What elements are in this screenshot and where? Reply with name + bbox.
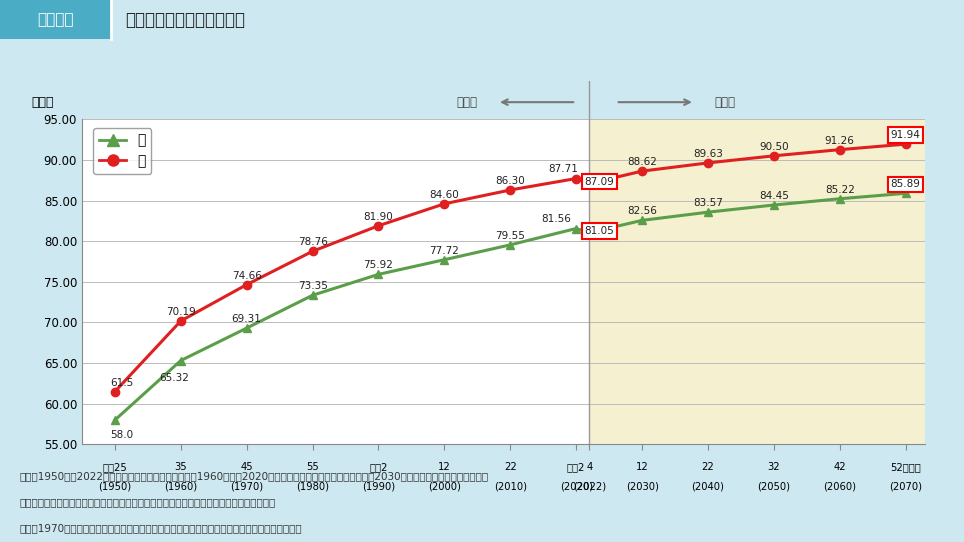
Text: (2010): (2010)	[494, 482, 526, 492]
Text: 61.5: 61.5	[110, 378, 133, 388]
Text: (1980): (1980)	[296, 482, 329, 492]
Text: 32: 32	[767, 462, 780, 472]
Text: 平均寿命の推移と将来推計: 平均寿命の推移と将来推計	[125, 10, 245, 29]
Text: 73.35: 73.35	[298, 281, 328, 291]
Text: 問題研究所「日本の将来推計人口（令和５年推計）」の死亡中位仮定による推計結果: 問題研究所「日本の将来推計人口（令和５年推計）」の死亡中位仮定による推計結果	[19, 497, 276, 507]
Text: 81.90: 81.90	[363, 212, 393, 222]
Text: 69.31: 69.31	[231, 314, 261, 324]
Text: 77.72: 77.72	[429, 246, 459, 256]
Text: 74.66: 74.66	[231, 270, 261, 281]
Text: (2050): (2050)	[758, 482, 790, 492]
Text: 70.19: 70.19	[166, 307, 196, 317]
Text: 12: 12	[438, 462, 451, 472]
Text: （年）: （年）	[32, 96, 54, 109]
Text: (1990): (1990)	[362, 482, 395, 492]
Text: 87.71: 87.71	[549, 164, 578, 175]
Text: (2022): (2022)	[573, 482, 606, 492]
Text: 84.45: 84.45	[759, 191, 789, 201]
Text: 91.94: 91.94	[891, 130, 921, 140]
Text: 35: 35	[174, 462, 187, 472]
Text: (1960): (1960)	[164, 482, 198, 492]
Text: 81.05: 81.05	[584, 226, 614, 236]
Text: (2000): (2000)	[428, 482, 461, 492]
Text: 79.55: 79.55	[495, 231, 525, 241]
Text: 58.0: 58.0	[110, 430, 133, 440]
Text: 令和2: 令和2	[567, 462, 585, 472]
Text: 87.09: 87.09	[584, 177, 614, 187]
Text: 平成2: 平成2	[369, 462, 388, 472]
Text: 85.89: 85.89	[891, 179, 921, 189]
Text: 83.57: 83.57	[693, 198, 723, 208]
Text: 資料：1950年、2022年は厚生労働省「簡易生命表」、1960年から2020年までは厚生労働省「完全生命表」、2030年以降は、国立社会保障・人口: 資料：1950年、2022年は厚生労働省「簡易生命表」、1960年から2020年…	[19, 471, 489, 481]
Text: (1970): (1970)	[230, 482, 263, 492]
Text: （注）1970年以前は沖縄県を除く値である。０歳時点における平均余命が「平均寿命」である。: （注）1970年以前は沖縄県を除く値である。０歳時点における平均余命が「平均寿命…	[19, 523, 302, 533]
Text: (2060): (2060)	[823, 482, 856, 492]
Text: 86.30: 86.30	[495, 176, 525, 186]
Text: 90.50: 90.50	[759, 142, 789, 152]
Text: 22: 22	[702, 462, 714, 472]
Text: 78.76: 78.76	[298, 237, 328, 247]
Text: (2030): (2030)	[626, 482, 658, 492]
Text: 図１－２: 図１－２	[38, 12, 73, 27]
Text: 昭和25: 昭和25	[102, 462, 127, 472]
FancyBboxPatch shape	[0, 0, 111, 39]
Text: 4: 4	[586, 462, 593, 472]
Bar	[589, 119, 925, 444]
Text: 推計値: 推計値	[714, 96, 736, 108]
Text: 88.62: 88.62	[628, 157, 657, 167]
Text: (2040): (2040)	[691, 482, 724, 492]
Text: 45: 45	[240, 462, 253, 472]
Text: 42: 42	[834, 462, 846, 472]
Text: 84.60: 84.60	[430, 190, 459, 199]
Text: 実績値: 実績値	[456, 96, 477, 108]
Text: 81.56: 81.56	[542, 215, 572, 224]
Text: (1950): (1950)	[98, 482, 131, 492]
Text: 91.26: 91.26	[825, 136, 855, 146]
Text: 52（年）: 52（年）	[891, 462, 921, 472]
Text: 22: 22	[504, 462, 517, 472]
Text: 82.56: 82.56	[628, 207, 657, 216]
Legend: 男, 女: 男, 女	[94, 128, 151, 174]
Text: 55: 55	[307, 462, 319, 472]
Text: (2020): (2020)	[560, 482, 593, 492]
Text: 65.32: 65.32	[159, 373, 189, 383]
Text: (2070): (2070)	[889, 482, 923, 492]
Text: 89.63: 89.63	[693, 149, 723, 159]
Text: 85.22: 85.22	[825, 185, 855, 195]
Text: 12: 12	[635, 462, 649, 472]
Text: 75.92: 75.92	[363, 260, 393, 270]
